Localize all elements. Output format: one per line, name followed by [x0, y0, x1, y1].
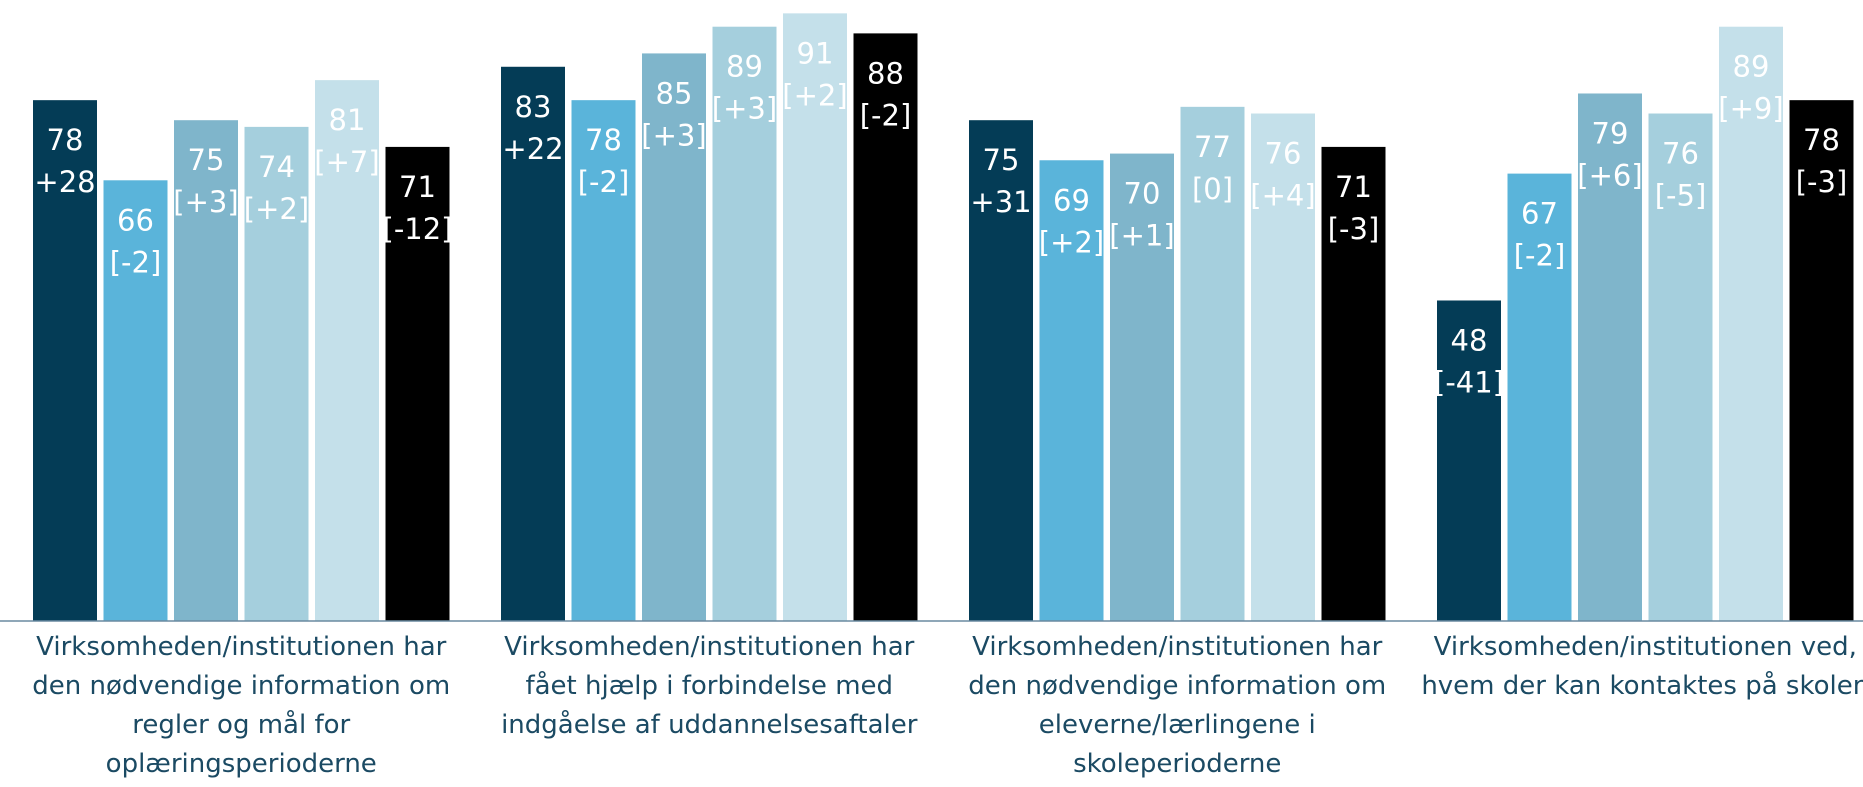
value-label: 71 [399, 170, 436, 204]
change-label: [-2] [860, 98, 912, 132]
change-label: [-2] [578, 165, 630, 199]
change-label: [-2] [110, 245, 162, 279]
change-label: [-5] [1655, 179, 1707, 213]
change-label: [+3] [173, 185, 238, 219]
change-label: [+4] [1250, 179, 1315, 213]
change-label: [+2] [782, 78, 847, 112]
bar [315, 80, 379, 622]
value-label: 76 [1265, 137, 1302, 171]
bar [1110, 153, 1174, 622]
change-label: [+6] [1577, 158, 1642, 192]
value-label: 66 [117, 203, 154, 237]
bar [244, 126, 309, 621]
bar [1719, 26, 1783, 622]
bar [1251, 113, 1315, 622]
bar [1578, 93, 1642, 621]
value-label: 89 [726, 50, 763, 84]
value-label: 78 [1803, 123, 1840, 157]
bar [783, 13, 847, 621]
change-label: [-41] [1434, 365, 1504, 399]
value-label: 75 [983, 143, 1020, 177]
change-label: [+3] [641, 118, 706, 152]
bar [103, 180, 168, 621]
value-label: 85 [656, 76, 693, 110]
bar [1180, 106, 1245, 622]
bar [1321, 146, 1386, 621]
x-tick-label: Virksomheden/institutionen har fået hjæl… [501, 632, 918, 740]
value-label: 48 [1451, 323, 1488, 357]
value-label: 78 [585, 123, 622, 157]
bar [174, 120, 238, 622]
bar [571, 100, 636, 621]
change-label: [+2] [1039, 225, 1104, 259]
bar [969, 120, 1033, 622]
value-label: 83 [515, 90, 552, 124]
bar [1039, 160, 1104, 622]
value-label: 88 [867, 56, 904, 90]
change-label: [+31] [959, 185, 1043, 219]
bar [501, 66, 565, 622]
value-label: 78 [47, 123, 84, 157]
value-label: 67 [1521, 197, 1558, 231]
value-label: 76 [1662, 137, 1699, 171]
change-label: [+22] [491, 132, 575, 166]
x-tick-label: Virksomheden/institutionen har den nødve… [968, 632, 1387, 779]
change-label: [+9] [1718, 92, 1783, 126]
value-label: 75 [188, 143, 225, 177]
change-label: [-3] [1796, 165, 1848, 199]
value-label: 69 [1053, 183, 1090, 217]
bar [642, 53, 706, 621]
change-label: [+7] [314, 145, 379, 179]
bar [33, 100, 97, 621]
value-label: 70 [1124, 177, 1161, 211]
value-label: 89 [1733, 50, 1770, 84]
value-label: 79 [1592, 116, 1629, 150]
bar [712, 26, 777, 622]
change-label: [0] [1192, 172, 1233, 206]
change-label: [+2] [244, 192, 309, 226]
change-label: [+1] [1109, 219, 1174, 253]
x-tick-label: Virksomheden/institutionen har den nødve… [32, 632, 451, 779]
value-label: 74 [258, 150, 295, 184]
change-label: [+28] [23, 165, 107, 199]
change-label: [-2] [1514, 239, 1566, 273]
bar [1648, 113, 1713, 622]
change-label: [-3] [1328, 212, 1380, 246]
value-label: 71 [1335, 170, 1372, 204]
change-label: [-12] [383, 212, 453, 246]
x-tick-label: Virksomheden/institutionen ved, hvem der… [1421, 632, 1863, 701]
bar [1789, 100, 1854, 621]
value-label: 81 [329, 103, 366, 137]
bar [853, 33, 918, 622]
value-label: 77 [1194, 130, 1231, 164]
value-label: 91 [797, 36, 834, 70]
bar [1507, 173, 1572, 621]
bar [1437, 300, 1501, 621]
bar [385, 146, 450, 621]
change-label: [+3] [712, 92, 777, 126]
